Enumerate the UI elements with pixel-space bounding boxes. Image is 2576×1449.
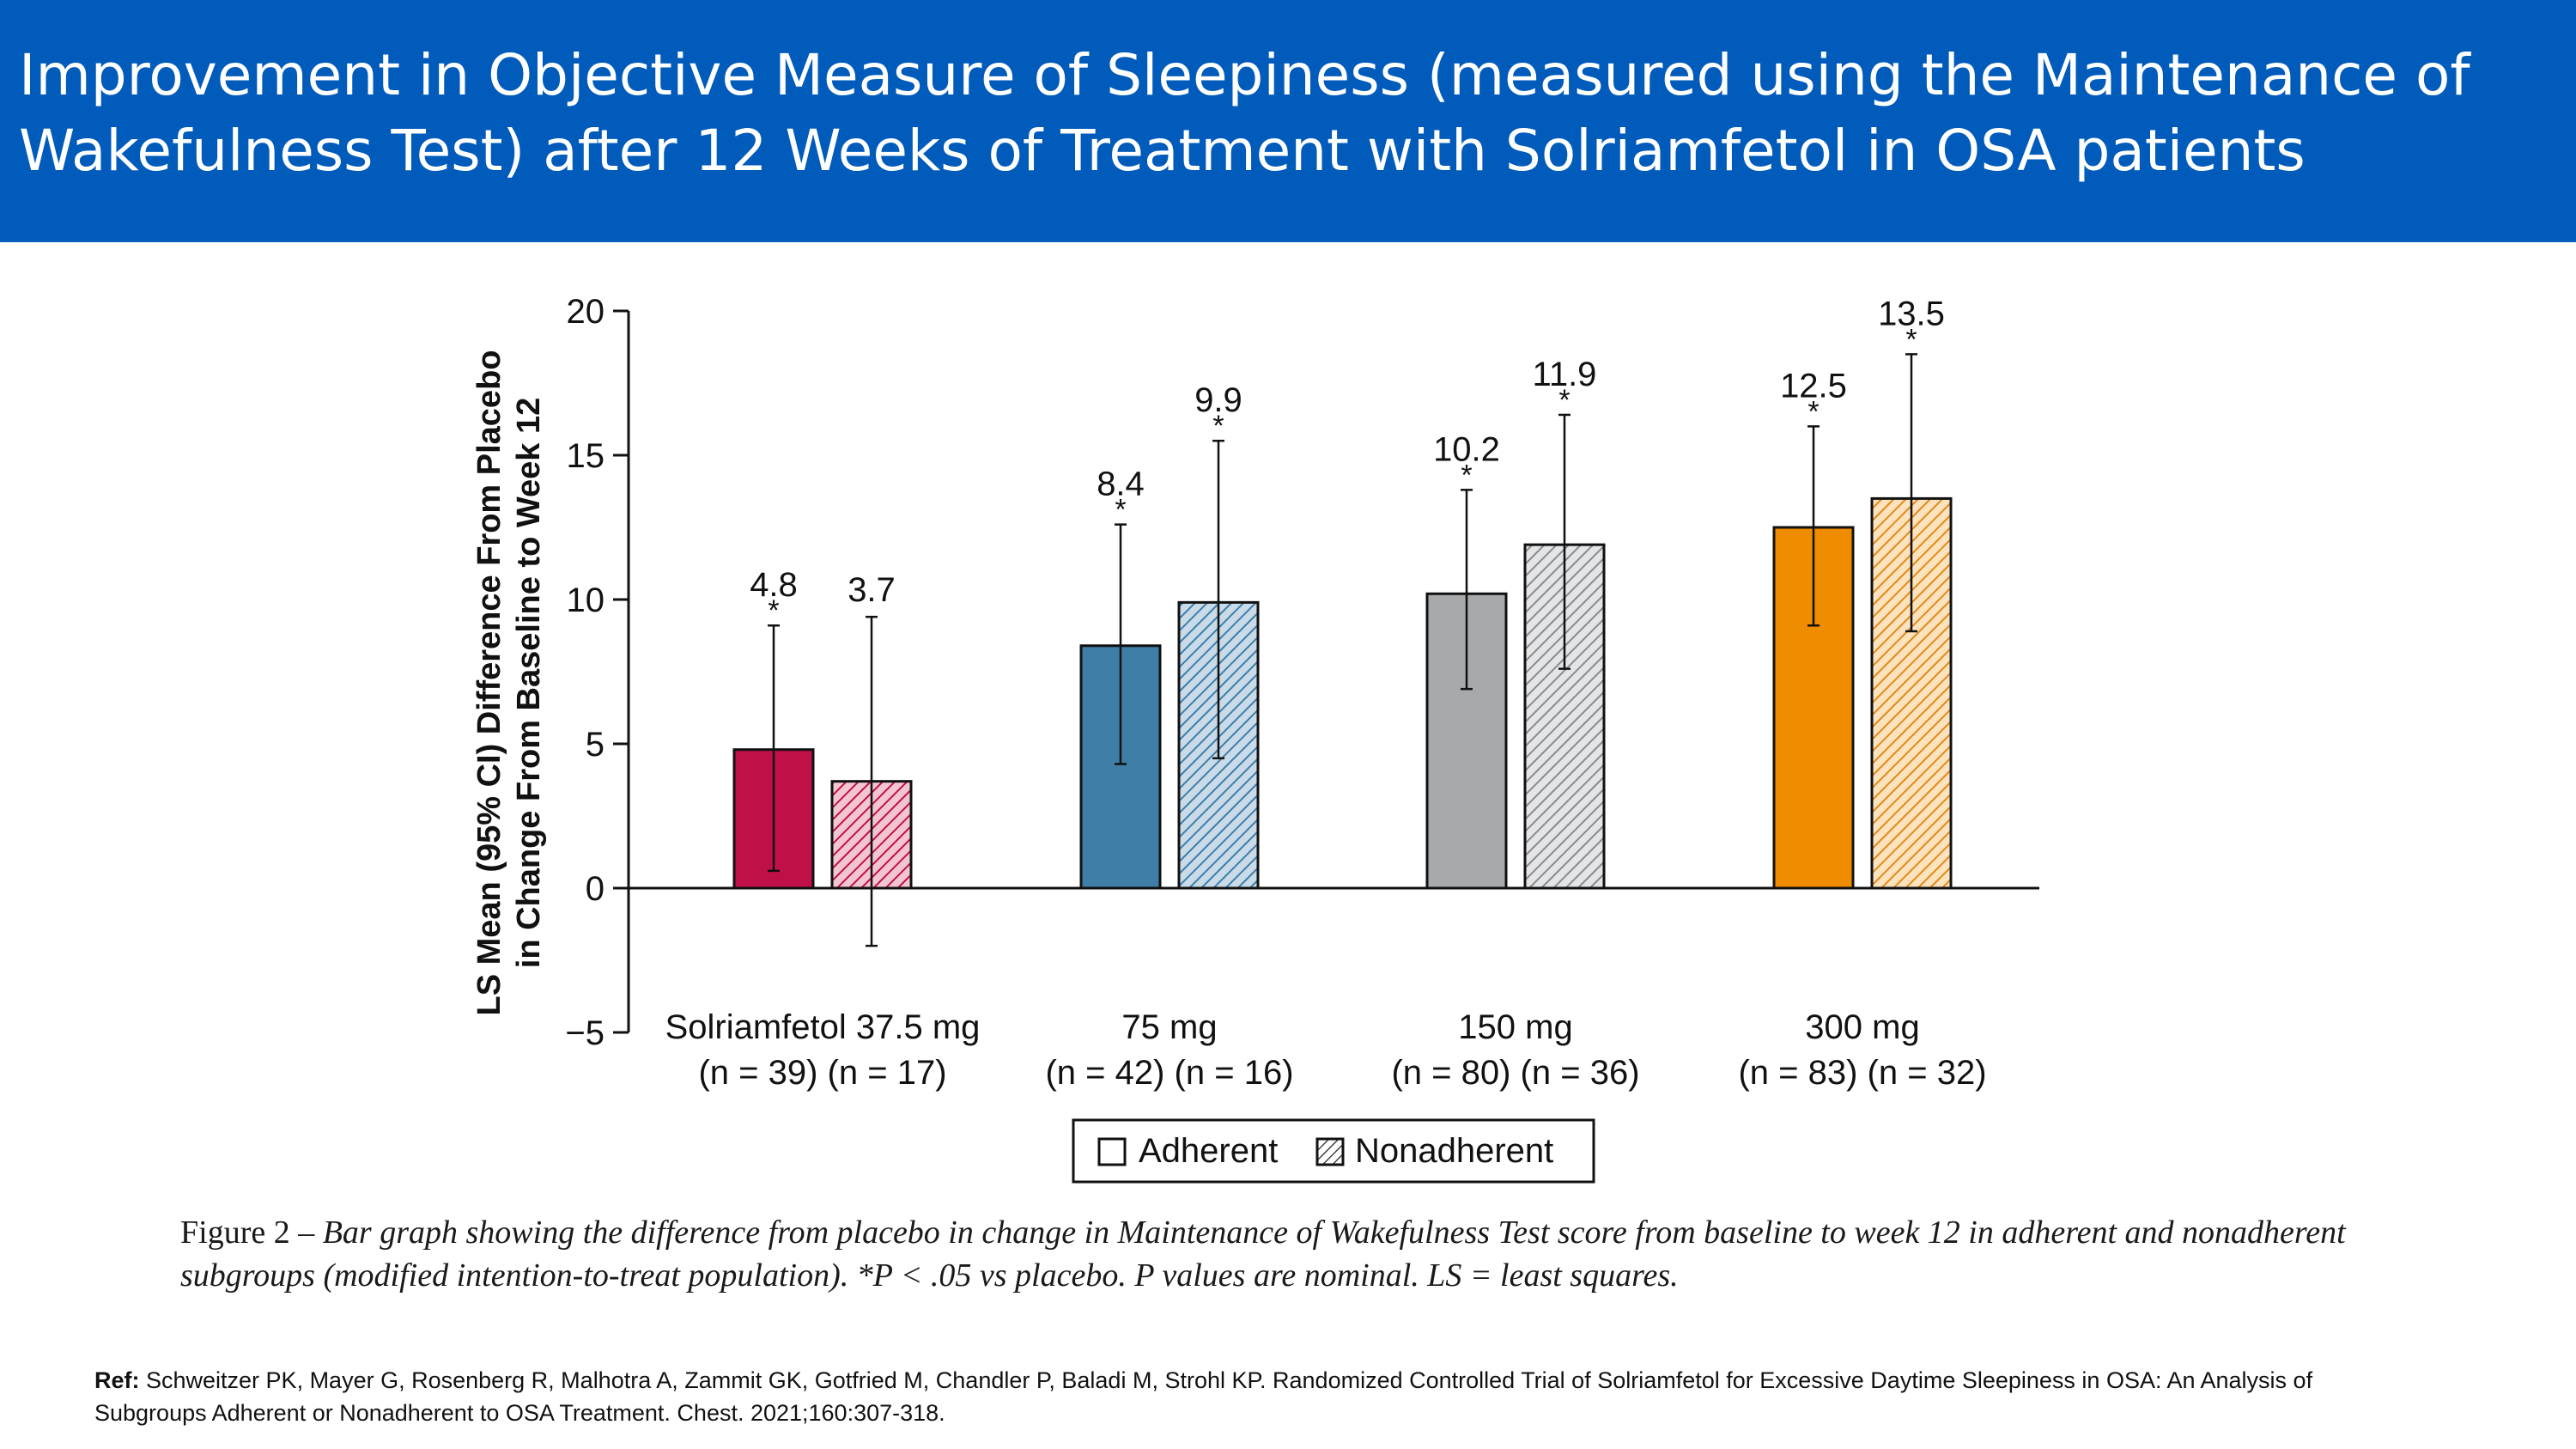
x-group-label: 300 mg: [1805, 1008, 1919, 1046]
significance-marker: *: [1905, 323, 1917, 356]
figure-caption: Figure 2 – Bar graph showing the differe…: [180, 1211, 2447, 1297]
significance-marker: *: [1461, 459, 1472, 491]
legend: Adherent Nonadherent: [1072, 1118, 1595, 1184]
significance-marker: *: [1115, 494, 1126, 527]
significance-marker: *: [1807, 395, 1819, 428]
value-label: 4.8: [750, 566, 798, 604]
value-label: 12.5: [1780, 367, 1847, 405]
y-tick-label: −5: [565, 1014, 605, 1052]
x-group-n-label: (n = 83) (n = 32): [1738, 1054, 1986, 1092]
x-group-label: 75 mg: [1121, 1008, 1217, 1046]
legend-nonadherent-label: Nonadherent: [1355, 1132, 1553, 1170]
value-label: 10.2: [1433, 430, 1500, 468]
x-group-n-label: (n = 42) (n = 16): [1045, 1054, 1293, 1092]
reference-text: Schweitzer PK, Mayer G, Rosenberg R, Mal…: [94, 1367, 2313, 1426]
x-group-label: Solriamfetol 37.5 mg: [665, 1008, 981, 1046]
significance-marker: *: [1558, 384, 1570, 417]
y-tick-label: 5: [586, 726, 605, 764]
x-group-label: 150 mg: [1458, 1008, 1572, 1046]
legend-nonadherent-swatch: [1315, 1137, 1345, 1166]
x-group-n-label: (n = 80) (n = 36): [1391, 1054, 1639, 1092]
y-tick-label: 10: [567, 581, 605, 619]
value-label: 13.5: [1878, 295, 1945, 332]
significance-marker: *: [1212, 410, 1224, 442]
legend-adherent-swatch: [1097, 1137, 1127, 1166]
value-label: 8.4: [1097, 466, 1145, 503]
significance-marker: *: [768, 594, 779, 627]
y-axis-title-line1: LS Mean (95% CI) Difference From Placebo: [471, 350, 507, 1016]
reference: Ref: Schweitzer PK, Mayer G, Rosenberg R…: [94, 1364, 2413, 1429]
y-tick-label: 0: [586, 870, 605, 908]
y-tick-label: 15: [567, 437, 605, 475]
reference-label: Ref:: [94, 1367, 140, 1393]
title-bar: Improvement in Objective Measure of Slee…: [0, 0, 2576, 242]
y-tick-label: 20: [567, 293, 605, 331]
value-label: 9.9: [1194, 381, 1242, 419]
caption-text: Bar graph showing the difference from pl…: [180, 1215, 2346, 1294]
slide-title: Improvement in Objective Measure of Slee…: [19, 42, 2470, 184]
value-label: 3.7: [848, 571, 896, 609]
legend-adherent-label: Adherent: [1139, 1132, 1278, 1170]
x-group-n-label: (n = 39) (n = 17): [698, 1054, 946, 1092]
value-label: 11.9: [1533, 356, 1597, 393]
caption-figure-label: Figure 2 –: [180, 1215, 323, 1251]
bar-chart: LS Mean (95% CI) Difference From Placebo…: [471, 293, 2039, 1184]
y-axis-title-line2: in Change From Baseline to Week 12: [511, 398, 547, 968]
